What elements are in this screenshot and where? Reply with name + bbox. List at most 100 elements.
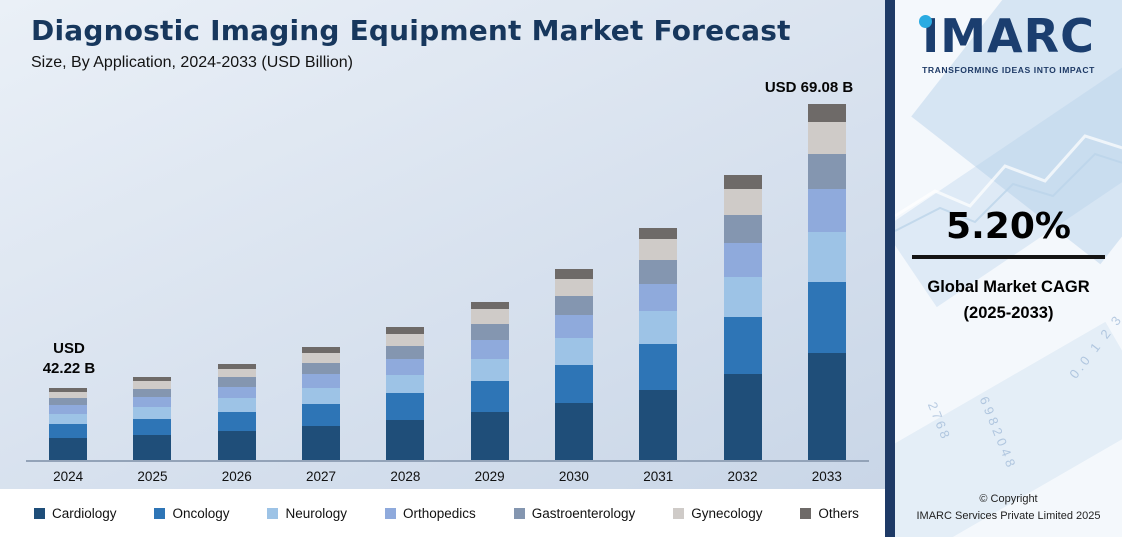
segment-gynecology-2032: [723, 188, 762, 215]
bar-column-2033: 2033: [785, 100, 869, 484]
x-axis-label-2027: 2027: [306, 469, 337, 484]
x-axis-label-2025: 2025: [137, 469, 168, 484]
segment-oncology-2031: [639, 343, 678, 391]
segment-oncology-2032: [723, 317, 762, 375]
legend-item-neurology: Neurology: [267, 506, 347, 521]
segment-gastroenterology-2024: [49, 398, 88, 406]
copyright-line2: IMARC Services Private Limited 2025: [916, 509, 1101, 522]
bar-column-2028: 2028: [363, 100, 447, 484]
bar-column-2024: 2024: [26, 100, 110, 484]
segment-gastroenterology-2026: [217, 377, 256, 387]
segment-gynecology-2029: [470, 309, 509, 324]
segment-neurology-2025: [133, 406, 172, 419]
segment-neurology-2031: [639, 311, 678, 344]
segment-orthopedics-2024: [49, 405, 88, 414]
legend-label: Orthopedics: [402, 505, 476, 521]
segment-cardiology-2028: [386, 420, 425, 460]
segment-cardiology-2029: [470, 412, 509, 460]
segment-orthopedics-2026: [217, 386, 256, 399]
stacked-bar-2033: [807, 104, 846, 460]
chart-title: Diagnostic Imaging Equipment Market Fore…: [31, 14, 791, 47]
cagr-label: Global Market CAGR (2025-2033): [909, 275, 1108, 326]
segment-gynecology-2025: [133, 381, 172, 389]
segment-oncology-2027: [302, 403, 341, 427]
segment-cardiology-2024: [49, 438, 88, 460]
stacked-bar-2031: [639, 227, 678, 460]
legend-swatch-icon: [513, 507, 525, 519]
legend-label: Others: [818, 505, 859, 521]
segment-orthopedics-2025: [133, 396, 172, 407]
segment-orthopedics-2031: [639, 283, 678, 312]
x-axis-label-2026: 2026: [221, 469, 252, 484]
segment-others-2025: [133, 377, 172, 382]
x-axis-label-2031: 2031: [643, 469, 674, 484]
x-axis-label-2033: 2033: [811, 469, 842, 484]
segment-orthopedics-2032: [723, 243, 762, 278]
start-value-annotation: USD 42.22 B: [42, 340, 96, 377]
segment-neurology-2026: [217, 398, 256, 412]
segment-cardiology-2027: [302, 426, 341, 460]
stacked-bar-2030: [554, 269, 593, 460]
chart-legend: Cardiology Oncology Neurology Orthopedics Ga…: [0, 489, 885, 537]
divider-rule: [912, 255, 1105, 259]
segment-gastroenterology-2032: [723, 214, 762, 244]
legend-label: Cardiology: [52, 505, 117, 521]
branding-sidebar: 0.0 1 2 3 4 2768 6982048 IMARC TRANSFORM…: [885, 0, 1122, 537]
legend-label: Neurology: [285, 505, 348, 521]
segment-orthopedics-2029: [470, 339, 509, 359]
segment-others-2024: [49, 388, 88, 392]
segment-gastroenterology-2025: [133, 388, 172, 397]
segment-cardiology-2031: [639, 390, 678, 460]
segment-gastroenterology-2028: [386, 345, 425, 359]
bar-column-2031: 2031: [616, 100, 700, 484]
segment-gastroenterology-2029: [470, 323, 509, 340]
segment-gynecology-2030: [554, 278, 593, 296]
segment-cardiology-2032: [723, 374, 762, 460]
legend-swatch-icon: [384, 507, 396, 519]
segment-gynecology-2028: [386, 333, 425, 346]
legend-item-gynecology: Gynecology: [673, 506, 762, 521]
logo-dot-icon: [919, 15, 933, 28]
stacked-bar-chart: USD 42.22 B USD 69.08 B 2024 2025 2026 2027…: [26, 79, 869, 484]
bar-column-2025: 2025: [110, 100, 194, 484]
stacked-bar-2032: [723, 174, 762, 460]
x-axis-label-2028: 2028: [390, 469, 421, 484]
segment-oncology-2033: [807, 281, 846, 354]
legend-swatch-icon: [673, 507, 685, 519]
stacked-bar-2027: [302, 347, 341, 460]
segment-gynecology-2026: [217, 368, 256, 378]
segment-orthopedics-2030: [554, 315, 593, 338]
segment-others-2031: [639, 227, 678, 240]
stacked-bar-2028: [386, 327, 425, 460]
cagr-label-line1: Global Market CAGR: [927, 278, 1090, 296]
legend-item-cardiology: Cardiology: [34, 506, 117, 521]
x-axis-label-2024: 2024: [53, 469, 84, 484]
chart-header: Diagnostic Imaging Equipment Market Fore…: [31, 14, 791, 72]
segment-neurology-2033: [807, 232, 846, 282]
segment-neurology-2024: [49, 413, 88, 424]
segment-others-2026: [217, 363, 256, 369]
logo-tagline: TRANSFORMING IDEAS INTO IMPACT: [922, 65, 1095, 76]
stacked-bar-2025: [133, 377, 172, 460]
segment-others-2028: [386, 327, 425, 334]
segment-gastroenterology-2033: [807, 153, 846, 190]
segment-neurology-2029: [470, 358, 509, 381]
legend-label: Gynecology: [691, 505, 763, 521]
decorative-numbers: 2768: [924, 399, 955, 444]
bar-column-2032: 2032: [700, 100, 784, 484]
legend-swatch-icon: [800, 507, 812, 519]
segment-cardiology-2026: [217, 431, 256, 460]
x-axis-label-2029: 2029: [474, 469, 505, 484]
segment-gynecology-2031: [639, 239, 678, 261]
cagr-value: 5.20%: [946, 206, 1071, 247]
legend-label: Oncology: [172, 505, 230, 521]
end-value-annotation: USD 69.08 B: [764, 78, 854, 96]
bar-column-2030: 2030: [532, 100, 616, 484]
segment-gastroenterology-2031: [639, 260, 678, 284]
legend-item-gastroenterology: Gastroenterology: [513, 506, 635, 521]
segment-others-2029: [470, 301, 509, 310]
segment-cardiology-2033: [807, 353, 846, 460]
cagr-block: 5.20% Global Market CAGR (2025-2033): [909, 206, 1108, 326]
stacked-bar-2026: [217, 363, 256, 460]
segment-oncology-2026: [217, 411, 256, 432]
